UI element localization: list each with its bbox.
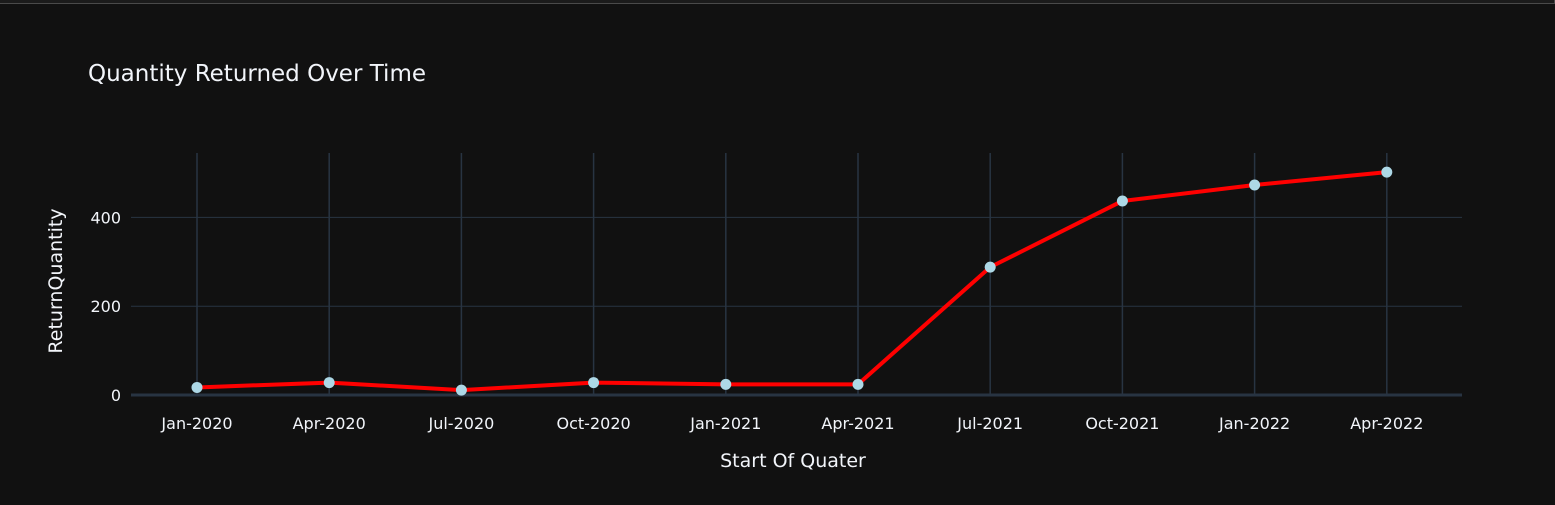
grid-layer: [131, 153, 1462, 397]
y-axis-title: ReturnQuantity: [45, 208, 67, 353]
x-tick-label: Apr-2020: [293, 414, 366, 433]
data-point[interactable]: [455, 384, 467, 396]
data-point[interactable]: [1116, 195, 1128, 207]
y-tick-label: 400: [90, 208, 121, 227]
x-tick-labels: Jan-2020 Apr-2020 Jul-2020 Oct-2020 Jan-2021…: [160, 414, 1423, 433]
y-tick-label: 0: [111, 386, 121, 405]
data-point[interactable]: [984, 261, 996, 273]
data-point[interactable]: [1249, 179, 1261, 191]
x-tick-label: Jan-2020: [160, 414, 232, 433]
x-tick-label: Apr-2022: [1350, 414, 1423, 433]
series-line-layer: [196, 170, 1387, 393]
x-tick-label: Apr-2021: [821, 414, 894, 433]
y-tick-label: 200: [90, 297, 121, 316]
chart-title: Quantity Returned Over Time: [88, 61, 426, 87]
data-point[interactable]: [852, 378, 864, 390]
x-axis-title: Start Of Quater: [720, 450, 866, 472]
x-tick-label: Oct-2020: [557, 414, 631, 433]
data-point[interactable]: [720, 378, 732, 390]
x-tick-label: Jan-2022: [1218, 414, 1290, 433]
data-point[interactable]: [588, 377, 600, 389]
x-tick-label: Jul-2021: [956, 414, 1023, 433]
data-point[interactable]: [191, 381, 203, 393]
data-point[interactable]: [1381, 166, 1393, 178]
y-tick-labels: 0 200 400: [90, 208, 121, 405]
data-point[interactable]: [323, 377, 335, 389]
x-tick-label: Jul-2020: [428, 414, 495, 433]
markers-layer: [191, 166, 1393, 396]
series-line: [196, 170, 1387, 393]
x-tick-label: Oct-2021: [1085, 414, 1159, 433]
x-tick-label: Jan-2021: [689, 414, 761, 433]
